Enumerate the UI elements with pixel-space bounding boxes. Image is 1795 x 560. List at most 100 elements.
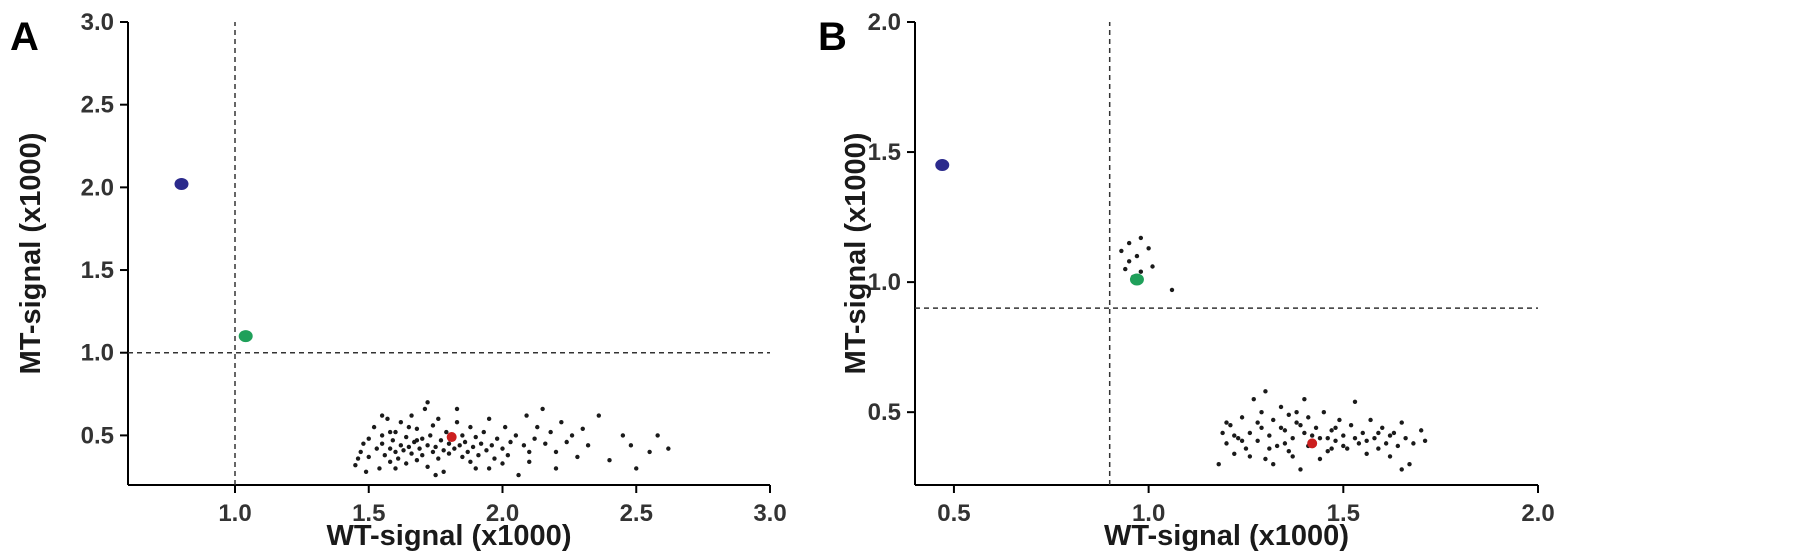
panel-a-data-point	[366, 436, 371, 441]
panel-a-data-point	[634, 466, 639, 471]
panel-b-highlighted-point	[1129, 273, 1144, 286]
panel-b-data-point	[1364, 451, 1369, 456]
panel-a-data-point	[596, 413, 601, 418]
panel-a-data-point	[473, 466, 478, 471]
panel-a-data-point	[358, 449, 363, 455]
panel-b-data-point	[1317, 435, 1323, 441]
panel-a-data-point	[535, 424, 540, 430]
panel-b-data-point	[1302, 396, 1307, 402]
panel-b-data-point	[1150, 264, 1155, 269]
panel-b-data-point	[1216, 461, 1221, 467]
panel-b-data-point	[1278, 425, 1284, 430]
panel-a-data-point	[486, 466, 492, 471]
panel-b-data-point	[1282, 441, 1288, 446]
panel-a-data-point	[607, 457, 612, 463]
panel-b-data-point	[1138, 235, 1144, 241]
panel-b-data-point	[1333, 438, 1338, 443]
panel-a-data-point	[420, 436, 425, 441]
panel-a-x-axis-title: WT-signal (x1000)	[327, 520, 572, 552]
panel-b-data-point	[1119, 248, 1124, 254]
panel-b-highlighted-point	[935, 159, 950, 172]
panel-b-data-point	[1387, 454, 1393, 459]
panel-a-data-point	[422, 406, 428, 412]
panel-a-y-axis-title: MT-signal (x1000)	[15, 133, 47, 375]
panel-a-data-point	[575, 454, 580, 460]
panel-a-data-point	[444, 429, 449, 435]
panel-a-data-point	[492, 456, 497, 461]
panel-a-data-point	[569, 433, 575, 438]
panel-b-data-point	[1313, 425, 1319, 430]
panel-b-data-point	[1126, 259, 1132, 264]
panel-b-data-point	[1271, 417, 1276, 423]
panel-a-data-point	[395, 456, 401, 461]
panel-b-data-point	[1356, 441, 1362, 446]
panel-b-data-point	[1224, 420, 1229, 425]
panel-a-data-point	[524, 413, 529, 418]
panel-a-data-point	[516, 472, 521, 478]
panel-a-data-point	[628, 443, 634, 448]
panel-a-data-point	[532, 436, 537, 441]
panel-b-x-tick-label: 1.5	[1327, 500, 1360, 527]
panel-b-data-point	[1399, 467, 1404, 472]
panel-a-data-point	[486, 416, 492, 422]
panel-b-data-point	[1255, 438, 1260, 443]
panel-a-data-point	[666, 446, 671, 451]
panel-b-data-point	[1123, 266, 1128, 272]
panel-a-data-point	[374, 446, 379, 451]
panel-a-data-point	[462, 439, 468, 445]
panel-a-data-point	[478, 441, 484, 446]
panel-a-data-point	[428, 433, 433, 438]
panel-a-data-point	[564, 439, 569, 445]
panel-a-data-point	[454, 406, 460, 412]
panel-a-data-point	[393, 466, 398, 471]
panel-a-data-point	[438, 438, 444, 443]
panel-b-letter: B	[818, 15, 847, 59]
panel-a-data-point	[379, 441, 385, 446]
panel-a-y-tick-label: 1.0	[81, 340, 114, 367]
panel-a-data-point	[553, 449, 559, 455]
panel-a-data-point	[494, 436, 500, 441]
panel-b-data-point	[1278, 404, 1284, 410]
panel-a-data-point	[363, 469, 369, 474]
panel-b-data-point	[1138, 269, 1144, 274]
panel-b-data-point	[1329, 446, 1334, 451]
panel-b-data-point	[1294, 409, 1299, 415]
panel-a-data-point	[425, 443, 430, 448]
panel-a-data-point	[398, 419, 404, 425]
panel-a-y-tick-label: 2.0	[81, 174, 114, 201]
panel-a-data-point	[441, 469, 446, 474]
panel-b-data-point	[1325, 435, 1330, 441]
panel-a-data-point	[390, 438, 396, 443]
panel-a-data-point	[465, 449, 470, 455]
panel-a-data-point	[404, 461, 409, 466]
panel-b-data-point	[1126, 240, 1132, 246]
panel-b: B 0.5 1.0 1.5 2.0 0.5 1.0 1.5 2.0 WT-signal (x100…	[818, 9, 1555, 552]
panel-a-highlighted-point	[446, 432, 457, 443]
panel-b-data-point	[1333, 425, 1338, 430]
panel-a-data-point	[366, 454, 371, 460]
panel-a-data-point	[548, 429, 553, 435]
panel-a-x-tick-label: 2.0	[486, 500, 519, 527]
panel-b-data-point	[1391, 430, 1397, 436]
panel-b-data-point	[1422, 438, 1428, 443]
panel-b-data-point	[1271, 461, 1276, 467]
panel-a-data-point	[452, 446, 457, 451]
panel-a-data-point	[436, 456, 441, 461]
panel-a-data-point	[484, 448, 489, 453]
panel-b-data-point	[1267, 446, 1272, 451]
panel-b-data-point	[1239, 438, 1245, 443]
panel-a-data-point	[387, 429, 393, 435]
panel-b-data-point	[1306, 415, 1311, 420]
panel-b-data-point	[1224, 441, 1229, 446]
panel-b-data-point	[1235, 435, 1241, 441]
panel-b-highlighted-point	[1307, 438, 1318, 449]
panel-a-data-point	[500, 461, 505, 466]
panel-b-data-point	[1372, 435, 1377, 441]
panel-b-data-point	[1325, 448, 1330, 454]
panel-a-data-point	[404, 434, 409, 440]
panel-a-data-point	[436, 416, 441, 422]
panel-a-data-point	[527, 449, 532, 455]
panel-a-data-point	[379, 433, 385, 438]
panel-a-data-point	[502, 424, 508, 430]
